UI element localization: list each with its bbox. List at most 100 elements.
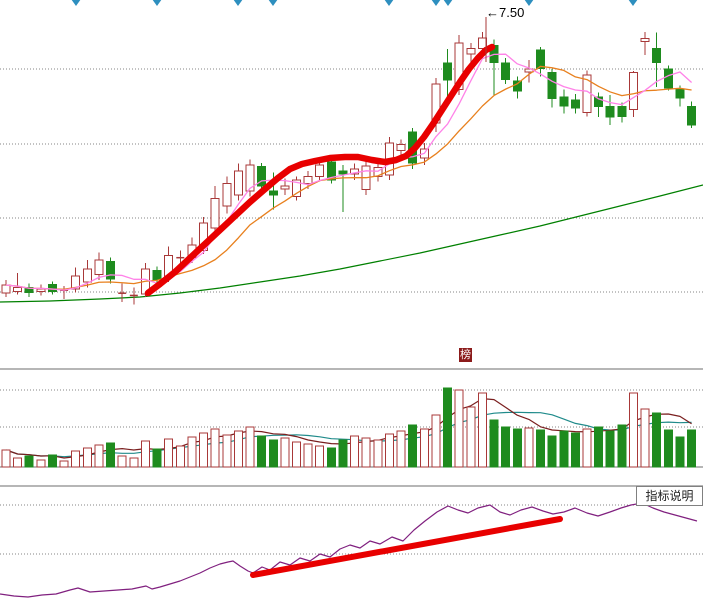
- volume-bar: [59, 460, 69, 468]
- volume-bar: [140, 440, 150, 468]
- candle-body: [443, 62, 453, 81]
- signal-marker-icon: [268, 0, 279, 6]
- candle-body: [303, 175, 313, 185]
- candle-body: [350, 168, 360, 175]
- signal-marker-icon: [430, 0, 441, 6]
- candle-body: [501, 62, 511, 80]
- volume-bar: [454, 389, 464, 468]
- signal-marker-icon: [523, 0, 534, 6]
- volume-bar: [640, 408, 650, 468]
- volume-bar: [384, 433, 394, 468]
- candle-body: [280, 185, 290, 190]
- volume-ma5-line: [5, 398, 692, 459]
- volume-bar: [628, 392, 638, 468]
- volume-bar: [489, 419, 499, 468]
- candle-body: [1, 284, 11, 294]
- volume-bar: [292, 441, 301, 468]
- indicator-info-button[interactable]: 指标说明: [636, 486, 703, 506]
- candle-body: [594, 96, 604, 108]
- signal-marker-icon: [233, 0, 244, 6]
- volume-bar: [117, 455, 127, 468]
- candle-body: [257, 166, 267, 187]
- volume-bar: [280, 437, 290, 468]
- volume-bar: [687, 429, 697, 468]
- candle-body: [268, 190, 278, 196]
- volume-bar: [466, 406, 476, 468]
- candle-body: [36, 288, 46, 293]
- volume-bar: [129, 457, 139, 468]
- volume-bar: [82, 447, 92, 468]
- candle-body: [222, 183, 232, 207]
- volume-bar: [582, 428, 592, 468]
- volume-bar: [361, 437, 371, 468]
- candle-body: [326, 161, 336, 181]
- volume-bar: [338, 439, 348, 468]
- volume-bar: [524, 427, 534, 468]
- volume-bar: [605, 430, 615, 468]
- signal-marker-icon: [628, 0, 639, 6]
- ma5-line: [5, 53, 693, 291]
- volume-bar: [268, 439, 278, 468]
- price-annotation-text: 7.50: [499, 5, 525, 20]
- volume-bar: [24, 455, 34, 468]
- volume-bar: [233, 430, 243, 468]
- candle-body: [466, 47, 476, 55]
- volume-bar: [210, 428, 220, 468]
- candle-body: [396, 143, 406, 151]
- candle-body: [570, 99, 580, 109]
- candle-body: [477, 37, 487, 49]
- volume-ma10-line: [5, 411, 692, 458]
- volume-bar: [175, 445, 185, 468]
- candle-body: [687, 106, 697, 126]
- candle-body: [652, 47, 662, 63]
- volume-bar: [512, 428, 522, 468]
- candle-body: [315, 164, 325, 177]
- candle-body: [675, 88, 685, 99]
- left-arrow-icon: ←: [486, 5, 499, 20]
- volume-bar: [675, 436, 685, 468]
- volume-bar: [187, 436, 197, 468]
- volume-bar: [71, 450, 81, 468]
- volume-bar: [396, 430, 406, 468]
- volume-bar: [559, 430, 569, 468]
- volume-bar: [570, 432, 580, 468]
- candle-body: [94, 259, 104, 276]
- candle-body: [233, 170, 243, 196]
- candle-body: [24, 286, 34, 293]
- candle-body: [605, 106, 615, 118]
- volume-bar: [373, 439, 383, 468]
- candle-body: [71, 275, 81, 290]
- volume-bar: [222, 434, 232, 468]
- candle-body: [210, 198, 220, 229]
- event-badge[interactable]: 榜: [459, 348, 472, 362]
- volume-bar: [303, 443, 313, 468]
- volume-bar: [594, 426, 604, 468]
- candle-body: [628, 72, 638, 111]
- volume-bar: [47, 454, 57, 468]
- signal-marker-icon: [152, 0, 163, 6]
- candle-body: [454, 42, 464, 91]
- signal-marker-icon: [384, 0, 395, 6]
- volume-bar: [257, 435, 267, 468]
- candle-body: [292, 179, 301, 197]
- volume-bar: [408, 424, 418, 468]
- candle-body: [547, 72, 557, 100]
- volume-bar: [431, 414, 441, 468]
- trendline-main: [144, 43, 496, 297]
- indicator-line: [0, 502, 698, 598]
- volume-bar: [13, 457, 23, 468]
- volume-bar: [1, 449, 11, 468]
- trendline-indicator: [250, 516, 563, 578]
- volume-bar: [164, 438, 174, 468]
- volume-bar: [443, 387, 453, 468]
- volume-bar: [501, 426, 511, 468]
- candle-body: [617, 106, 627, 117]
- volume-bar: [536, 429, 546, 468]
- signal-marker-icon: [442, 0, 453, 6]
- volume-bar: [36, 459, 46, 468]
- ma-long-line: [0, 184, 703, 303]
- volume-bar: [617, 424, 627, 468]
- candle-body: [106, 260, 116, 280]
- volume-bar: [94, 444, 104, 468]
- volume-bar: [326, 447, 336, 468]
